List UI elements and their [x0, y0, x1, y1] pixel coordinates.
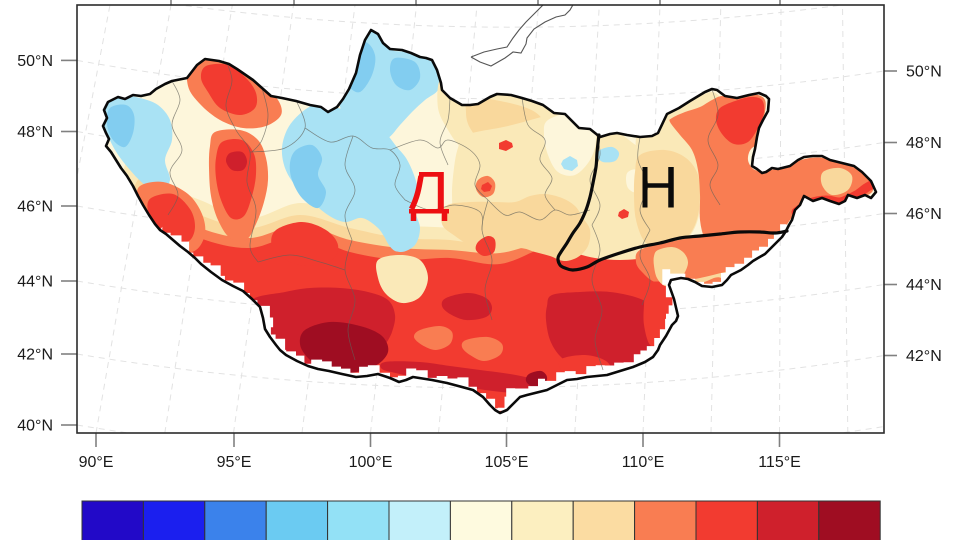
svg-text:44°N: 44°N: [17, 274, 53, 291]
svg-text:48°N: 48°N: [17, 124, 53, 141]
svg-text:42°N: 42°N: [906, 348, 942, 365]
svg-text:42°N: 42°N: [17, 347, 53, 364]
svg-text:50°N: 50°N: [906, 64, 942, 81]
svg-text:105°E: 105°E: [485, 454, 529, 471]
svg-text:48°N: 48°N: [906, 135, 942, 152]
svg-text:40°N: 40°N: [17, 418, 53, 435]
svg-text:95°E: 95°E: [217, 454, 252, 471]
svg-text:44°N: 44°N: [906, 277, 942, 294]
svg-text:50°N: 50°N: [17, 53, 53, 70]
svg-text:115°E: 115°E: [758, 454, 801, 471]
svg-text:100°E: 100°E: [349, 454, 393, 471]
svg-text:110°E: 110°E: [622, 454, 665, 471]
svg-text:46°N: 46°N: [906, 206, 942, 223]
svg-text:90°E: 90°E: [79, 454, 114, 471]
svg-text:46°N: 46°N: [17, 199, 53, 216]
